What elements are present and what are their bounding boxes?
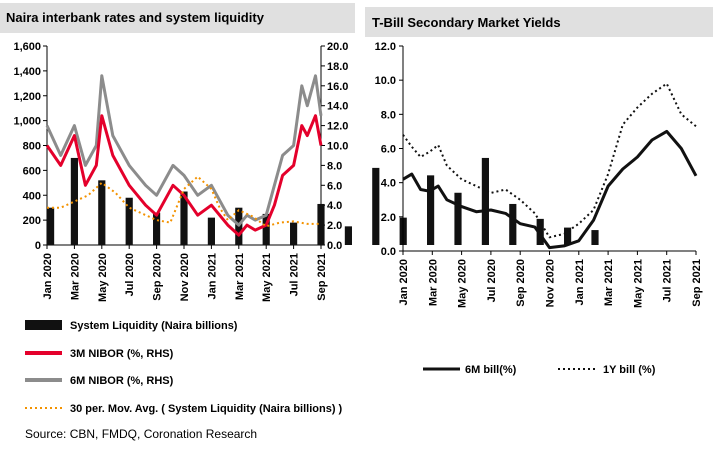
liquidity-column <box>98 180 106 245</box>
chart1-x-tick-label: May 2021 <box>261 253 273 302</box>
chart1-right-tick-label: 8.0 <box>327 160 342 172</box>
chart1-x-tick-label: Jul 2020 <box>124 253 136 296</box>
liquidity-column <box>47 207 55 245</box>
chart1-left-tick-label: 1,200 <box>13 91 41 103</box>
chart2-x-tick-label: Jan 2021 <box>574 259 586 305</box>
liquidity-column <box>70 157 78 245</box>
liquidity-column <box>207 217 215 245</box>
tbill-6m-line <box>402 129 698 250</box>
legend-label: System Liquidity (Naira billions) <box>70 320 238 332</box>
chart1-x-tick-label: May 2020 <box>97 253 109 302</box>
chart2-title-band <box>365 7 713 37</box>
chart1-right-tick-label: 4.0 <box>327 200 342 212</box>
chart2-x-tick-label: May 2021 <box>632 259 644 308</box>
chart2-y-tick-label: 6.0 <box>381 144 396 156</box>
chart1-left-tick-label: 600 <box>23 165 41 177</box>
chart2-x-tick-label: Mar 2021 <box>603 259 615 306</box>
chart1-x-tick-label: Jan 2021 <box>206 253 218 299</box>
legend-label-1y: 1Y bill (%) <box>603 364 656 376</box>
liquidity-column <box>564 227 572 245</box>
chart1-title-band <box>0 3 355 33</box>
chart2-x-tick-label: May 2020 <box>457 259 469 308</box>
chart2-x-tick-label: Jan 2020 <box>398 259 410 305</box>
chart1-right-tick-label: 12.0 <box>327 121 348 133</box>
chart2-y-tick-label: 8.0 <box>381 109 396 121</box>
liquidity-column <box>317 203 325 245</box>
chart1-right-tick-label: 16.0 <box>327 81 348 93</box>
chart1-right-tick-label: 0.0 <box>327 240 342 252</box>
chart1-left-tick-label: 0 <box>35 240 41 252</box>
chart1-right-tick-label: 14.0 <box>327 101 348 113</box>
chart2-title: T-Bill Secondary Market Yields <box>372 15 561 30</box>
liquidity-column <box>481 157 489 245</box>
source-note: Source: CBN, FMDQ, Coronation Research <box>25 427 258 441</box>
tbill-1y-line <box>402 82 697 239</box>
chart2-y-tick-label: 0.0 <box>381 246 396 258</box>
chart1-right-tick-label: 20.0 <box>327 41 348 53</box>
chart2-x-tick-label: Nov 2020 <box>545 259 557 307</box>
chart1-x-tick-label: Mar 2021 <box>234 253 246 300</box>
liquidity-column <box>536 218 544 245</box>
liquidity-column <box>591 230 599 245</box>
chart1-right-tick-label: 18.0 <box>327 61 348 73</box>
chart1-x-tick-label: Sep 2020 <box>152 253 164 301</box>
liquidity-column <box>153 212 161 245</box>
chart1-title: Naira interbank rates and system liquidi… <box>6 10 265 25</box>
chart2-y-tick-label: 4.0 <box>381 178 396 190</box>
chart1-x-tick-label: Nov 2020 <box>179 253 191 301</box>
liquidity-column <box>427 175 435 245</box>
liquidity-column <box>344 226 352 245</box>
chart2-x-tick-label: Jul 2021 <box>662 259 674 302</box>
nibor-6m-line <box>45 74 323 227</box>
chart1-x-tick-label: Jul 2021 <box>289 253 301 296</box>
chart1-left-tick-label: 800 <box>23 141 41 153</box>
chart2-y-tick-label: 12.0 <box>375 41 396 53</box>
liquidity-moving-average-line <box>47 175 321 228</box>
legend-label-6m: 6M bill(%) <box>465 364 517 376</box>
chart2-x-tick-label: Jul 2020 <box>486 259 498 302</box>
liquidity-column <box>125 197 133 245</box>
chart2-y-tick-label: 2.0 <box>381 212 396 224</box>
legend-label: 3M NIBOR (%, RHS) <box>70 348 174 360</box>
chart1-x-tick-label: Mar 2020 <box>69 253 81 300</box>
liquidity-column <box>509 203 517 245</box>
chart1-left-tick-label: 1,000 <box>13 116 41 128</box>
legend-label: 6M NIBOR (%, RHS) <box>70 375 174 387</box>
chart1-left-tick-label: 1,600 <box>13 41 41 53</box>
chart1-x-tick-label: Sep 2021 <box>316 253 328 301</box>
legend-swatch-liquidity <box>25 320 62 330</box>
chart2-x-tick-label: Sep 2020 <box>515 259 527 307</box>
liquidity-column <box>262 213 270 245</box>
liquidity-column <box>290 222 298 245</box>
legend-label: 30 per. Mov. Avg. ( System Liquidity (Na… <box>70 403 343 415</box>
chart2-x-tick-label: Mar 2020 <box>427 259 439 306</box>
chart2-y-tick-label: 10.0 <box>375 75 396 87</box>
chart1-left-tick-label: 400 <box>23 190 41 202</box>
chart1-right-tick-label: 6.0 <box>327 180 342 192</box>
chart1-left-tick-label: 200 <box>23 215 41 227</box>
chart2-x-tick-label: Sep 2021 <box>691 259 703 307</box>
liquidity-column <box>180 191 188 245</box>
chart1-x-tick-label: Jan 2020 <box>42 253 54 299</box>
chart1-right-tick-label: 2.0 <box>327 220 342 232</box>
chart1-right-tick-label: 10.0 <box>327 141 348 153</box>
chart1-left-tick-label: 1,400 <box>13 66 41 78</box>
liquidity-column <box>372 167 380 245</box>
nibor-3m-line <box>45 114 323 237</box>
liquidity-column <box>454 192 462 245</box>
